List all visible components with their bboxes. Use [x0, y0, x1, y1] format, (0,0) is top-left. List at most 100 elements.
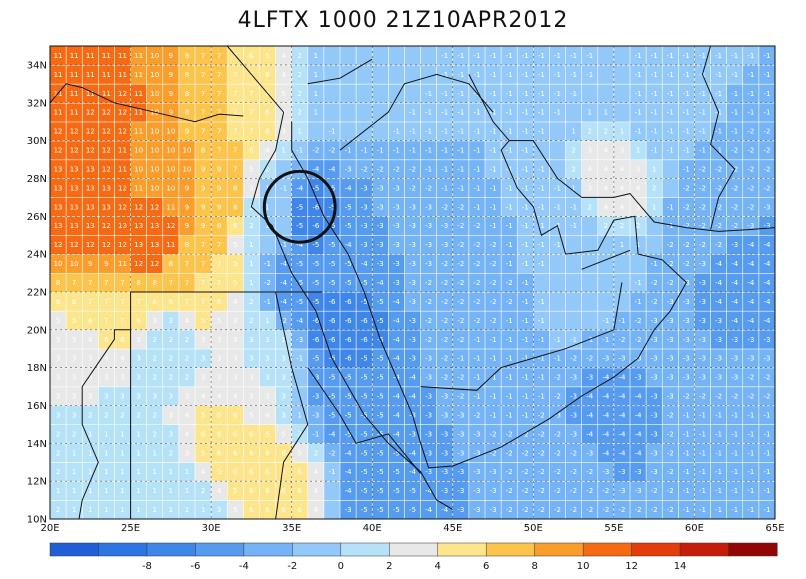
map-cell-value: 3 [88, 355, 92, 363]
map-cell-value: 5 [233, 506, 237, 514]
map-cell-value: -1 [763, 430, 770, 438]
map-cell-value: -2 [538, 487, 545, 495]
map-cell-value: -3 [457, 430, 464, 438]
map-cell-value: -2 [506, 487, 513, 495]
map-cell-value: -3 [715, 374, 722, 382]
map-cell-value: -5 [312, 260, 319, 268]
map-cell-value: 3 [169, 317, 173, 325]
map-cell-value: 3 [169, 411, 173, 419]
y-tick-label: 32N [27, 98, 47, 109]
y-tick-label: 16N [27, 401, 47, 412]
map-cell-value: -1 [651, 90, 658, 98]
map-cell-value: 11 [102, 52, 111, 60]
map-cell-value: 3 [249, 355, 253, 363]
map-cell-value: -1 [490, 336, 497, 344]
map-cell-value: 1 [120, 430, 124, 438]
map-cell-value: -4 [635, 449, 643, 457]
map-cell-value: -1 [554, 71, 561, 79]
map-cell-value: 10 [150, 71, 159, 79]
map-cell-value: -1 [506, 317, 513, 325]
map-cell-value: -5 [296, 203, 303, 211]
map-cell-value: 2 [169, 336, 173, 344]
map-cell-value: 3 [72, 336, 76, 344]
map-cell-value: 3 [120, 393, 124, 401]
map-cell-value: -3 [763, 355, 770, 363]
map-cell-value: -1 [699, 468, 706, 476]
map-cell-value: -5 [377, 411, 384, 419]
map-cell-value: -3 [425, 393, 432, 401]
map-cell-value: 3 [136, 355, 140, 363]
map-cell-value: -5 [377, 468, 384, 476]
map-cell [613, 64, 631, 85]
map-cell [613, 45, 631, 66]
map-cell-value: -1 [506, 203, 513, 211]
map-cell-value: 2 [265, 165, 269, 173]
map-cell-value: -2 [425, 317, 432, 325]
map-cell-value: -1 [683, 487, 690, 495]
map-cell-value: -3 [361, 222, 368, 230]
y-tick-label: 26N [27, 212, 47, 223]
map-cell-value: -1 [441, 184, 448, 192]
map-cell [597, 291, 615, 312]
map-cell-value: -1 [441, 52, 448, 60]
map-cell-value: 11 [118, 260, 127, 268]
colorbar-swatch [582, 542, 633, 557]
map-cell-value: 7 [201, 260, 205, 268]
map-cell-value: -1 [490, 222, 497, 230]
map-cell-value: -2 [457, 260, 464, 268]
map-cell-value: -4 [296, 317, 304, 325]
map-cell-value: -3 [393, 260, 400, 268]
colorbar-swatch [98, 542, 148, 557]
map-cell-value: 7 [120, 279, 124, 287]
map-cell-value: 6 [265, 128, 270, 136]
map-cell-value: 2 [297, 109, 301, 117]
map-cell-value: -1 [506, 393, 513, 401]
coastline [468, 74, 510, 141]
map-cell-value: -2 [506, 449, 513, 457]
map-cell-value: 3 [136, 336, 140, 344]
map-cell-value: 5 [233, 260, 237, 268]
map-cell-value: 7 [201, 52, 205, 60]
map-cell-value: -2 [699, 184, 706, 192]
map-cell-value: 5 [281, 90, 285, 98]
map-cell-value: -1 [522, 279, 529, 287]
map-cell-value: 6 [120, 336, 125, 344]
map-cell-value: 2 [56, 506, 60, 514]
map-cell-value: 3 [233, 374, 237, 382]
map-cell-value: -1 [506, 355, 513, 363]
map-cell-value: 6 [265, 487, 270, 495]
colorbar-swatch [728, 542, 778, 557]
map-cell [613, 253, 631, 274]
map-cell-value: 4 [88, 336, 93, 344]
map-cell-value: -5 [328, 203, 335, 211]
map-cell-value: -4 [618, 411, 626, 419]
map-cell-value: -3 [393, 184, 400, 192]
map-cell-value: -5 [345, 222, 352, 230]
map-cell-value: -2 [473, 222, 480, 230]
map-cell-value: -1 [731, 90, 738, 98]
map-cell-value: 11 [134, 109, 143, 117]
map-cell-value: -1 [667, 128, 674, 136]
map-cell-value: -1 [731, 411, 738, 419]
map-cell-value: -3 [441, 487, 448, 495]
map-cell-value: -3 [312, 393, 319, 401]
map-cell-value: -3 [409, 203, 416, 211]
map-cell-value: 4 [120, 355, 125, 363]
x-tick-label: 25E [121, 523, 140, 534]
map-cell-value: 11 [166, 241, 175, 249]
map-cell-value: -1 [522, 374, 529, 382]
map-cell-value: -3 [683, 317, 690, 325]
map-cell [371, 64, 389, 85]
map-cell [323, 45, 341, 66]
map-cell-value: 1 [297, 128, 301, 136]
map-cell-value: -2 [715, 393, 722, 401]
map-cell-value: -1 [490, 109, 497, 117]
map-cell-value: -4 [731, 260, 739, 268]
map-cell-value: -2 [586, 487, 593, 495]
map-cell-value: -5 [345, 374, 352, 382]
map-cell-value: 7 [233, 165, 237, 173]
map-cell-value: 4 [201, 393, 206, 401]
map-cell-value: 7 [201, 241, 205, 249]
map-cell-value: 3 [217, 374, 221, 382]
map-cell-value: -1 [538, 109, 545, 117]
